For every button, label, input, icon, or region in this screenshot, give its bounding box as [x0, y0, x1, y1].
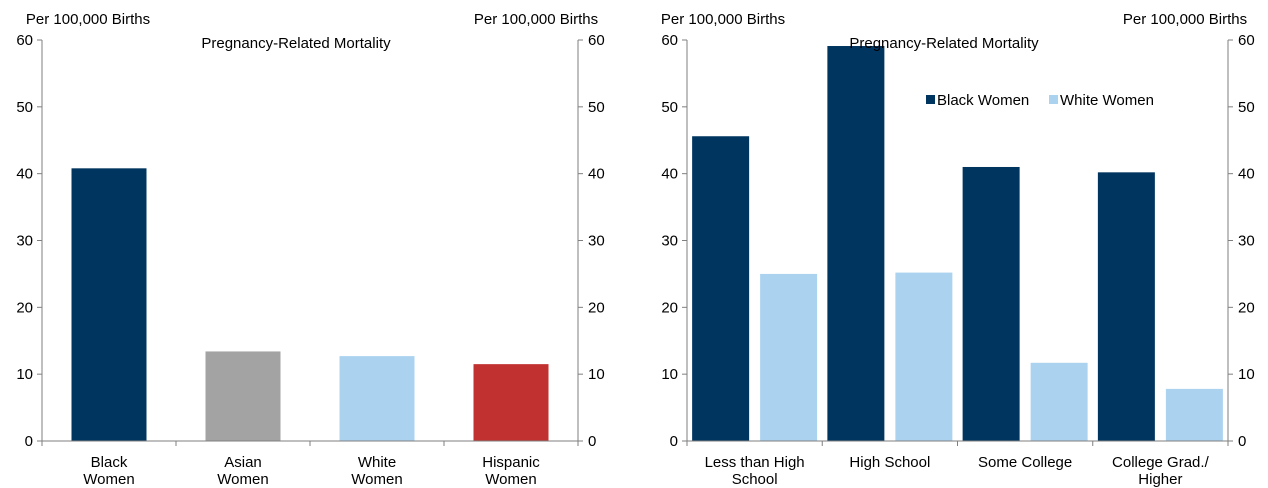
- y-tick-label-right: 20: [588, 299, 605, 316]
- bar-white-women-3: [1030, 362, 1088, 441]
- y-tick-label-left: 10: [661, 366, 678, 383]
- bar-black-women-1: [692, 136, 750, 442]
- y-tick-label-right: 60: [588, 32, 605, 49]
- y-tick-label-right: 50: [588, 99, 605, 116]
- y-tick-label-right: 30: [588, 233, 605, 250]
- legend-label: White Women: [1060, 92, 1154, 109]
- x-tick-label: Some College: [978, 454, 1072, 471]
- bar-black-women-2: [827, 46, 885, 441]
- x-tick-label: High School: [849, 454, 930, 471]
- chart-right-education: 0 0 10 10 20 20 30 30 40 40 50 50 60 60 Less than High…: [661, 11, 1255, 488]
- y-tick-label-left: 50: [661, 99, 678, 116]
- y-axis-label-right: Per 100,000 Births: [1123, 11, 1247, 28]
- y-tick-label-right: 10: [588, 366, 605, 383]
- y-tick-label-right: 50: [1238, 99, 1255, 116]
- y-tick-label-left: 30: [16, 233, 33, 250]
- y-tick-label-left: 60: [661, 32, 678, 49]
- y-tick-label-left: 0: [670, 433, 678, 450]
- y-tick-label-left: 20: [16, 299, 33, 316]
- chart-title: Pregnancy-Related Mortality: [849, 35, 1039, 52]
- bar-4: [473, 364, 549, 441]
- y-tick-label-right: 10: [1238, 366, 1255, 383]
- y-tick-label-right: 60: [1238, 32, 1255, 49]
- bar-black-women-4: [1097, 172, 1155, 441]
- y-tick-label-left: 0: [25, 433, 33, 450]
- chart-title: Pregnancy-Related Mortality: [201, 35, 391, 52]
- y-tick-label-left: 30: [661, 233, 678, 250]
- x-tick-label: Higher: [1138, 471, 1182, 488]
- y-axis-label-left: Per 100,000 Births: [26, 11, 150, 28]
- bar-white-women-2: [895, 272, 953, 441]
- bar-1: [71, 168, 147, 441]
- x-tick-label: Women: [485, 471, 536, 488]
- legend-swatch: [926, 95, 935, 104]
- x-tick-label: Women: [351, 471, 402, 488]
- x-tick-label: Hispanic: [482, 454, 540, 471]
- bar-white-women-4: [1165, 388, 1223, 441]
- y-axis-label-right: Per 100,000 Births: [474, 11, 598, 28]
- x-tick-label: Black: [91, 454, 128, 471]
- y-tick-label-right: 0: [1238, 433, 1246, 450]
- bar-white-women-1: [760, 273, 818, 441]
- x-tick-label: Women: [83, 471, 134, 488]
- y-tick-label-left: 50: [16, 99, 33, 116]
- y-tick-label-left: 40: [16, 166, 33, 183]
- y-axis-label-left: Per 100,000 Births: [661, 11, 785, 28]
- bar-black-women-3: [962, 166, 1020, 441]
- x-tick-label: Women: [217, 471, 268, 488]
- y-tick-label-left: 10: [16, 366, 33, 383]
- x-tick-label: White: [358, 454, 396, 471]
- y-tick-label-left: 60: [16, 32, 33, 49]
- y-tick-label-left: 40: [661, 166, 678, 183]
- bar-3: [339, 356, 415, 441]
- bar-2: [205, 351, 281, 441]
- y-tick-label-right: 0: [588, 433, 596, 450]
- y-tick-label-left: 20: [661, 299, 678, 316]
- x-tick-label: College Grad./: [1112, 454, 1210, 471]
- legend-swatch: [1049, 95, 1058, 104]
- x-tick-label: School: [732, 471, 778, 488]
- y-tick-label-right: 40: [588, 166, 605, 183]
- x-tick-label: Asian: [224, 454, 262, 471]
- x-tick-label: Less than High: [705, 454, 805, 471]
- y-tick-label-right: 40: [1238, 166, 1255, 183]
- legend-label: Black Women: [937, 92, 1029, 109]
- y-tick-label-right: 20: [1238, 299, 1255, 316]
- y-tick-label-right: 30: [1238, 233, 1255, 250]
